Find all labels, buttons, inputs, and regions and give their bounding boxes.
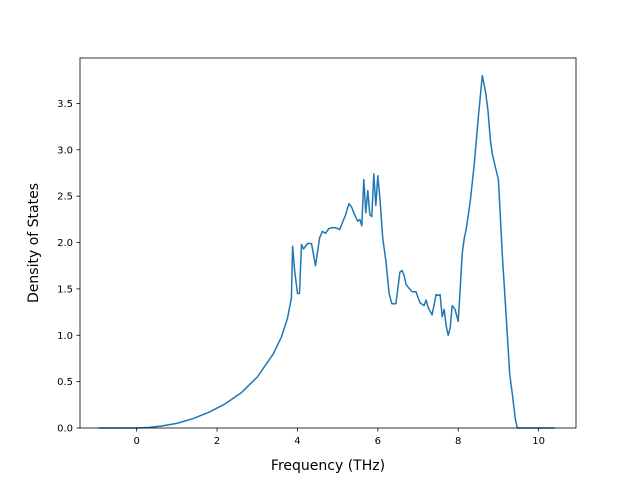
y-axis-ticks: 0.0 0.5 1.0 1.5 2.0 2.5 3.0 3.5 — [57, 99, 80, 435]
y-tick-label: 0.5 — [57, 377, 73, 388]
y-tick-label: 1.0 — [57, 331, 73, 342]
x-tick-label: 6 — [375, 436, 381, 447]
x-tick-label: 2 — [214, 436, 220, 447]
plot-background — [80, 58, 576, 428]
y-tick-label: 3.0 — [57, 145, 73, 156]
x-axis-ticks: 0 2 4 6 8 10 — [133, 428, 545, 447]
y-tick-label: 2.0 — [57, 238, 73, 249]
y-tick-label: 0.0 — [57, 424, 73, 435]
y-tick-label: 3.5 — [57, 99, 73, 110]
x-tick-label: 4 — [294, 436, 300, 447]
x-tick-label: 0 — [133, 436, 139, 447]
x-axis-label: Frequency (THz) — [271, 458, 385, 474]
dos-series-line — [98, 74, 555, 429]
plot-area — [98, 74, 555, 429]
x-tick-label: 10 — [532, 436, 545, 447]
y-axis-label: Density of States — [26, 183, 42, 303]
axes-frame — [79, 57, 577, 429]
x-tick-label: 8 — [455, 436, 461, 447]
y-tick-label: 2.5 — [57, 192, 73, 203]
y-tick-label: 1.5 — [57, 284, 73, 295]
